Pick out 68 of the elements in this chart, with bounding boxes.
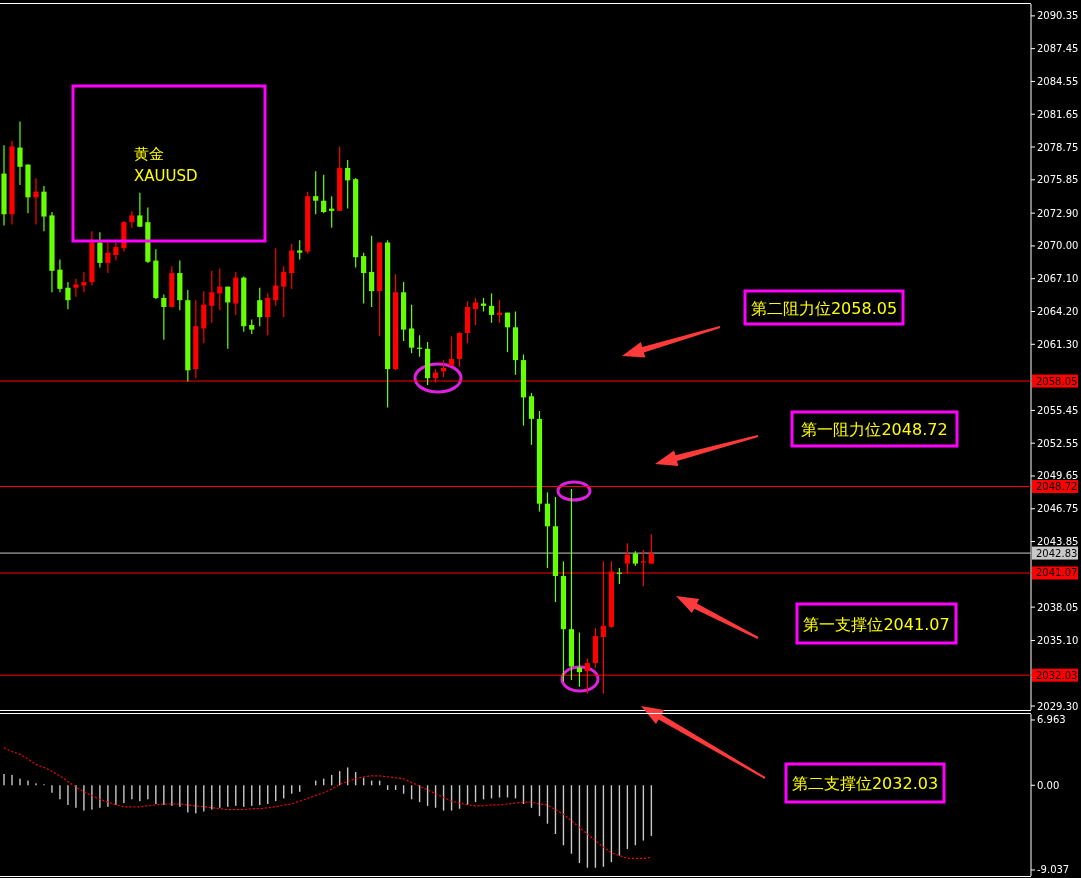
- candlestick: [273, 247, 279, 307]
- candlestick: [321, 174, 327, 214]
- ref-line-label: 2042.83: [1036, 547, 1078, 559]
- candlestick: [17, 120, 23, 186]
- y-tick-label: 2064.20: [1037, 306, 1079, 317]
- y-tick-label: 2075.85: [1037, 174, 1079, 186]
- candlestick: [161, 293, 167, 341]
- candlestick: [33, 177, 39, 226]
- y-tick-label: 2061.30: [1037, 338, 1079, 350]
- y-tick-label: 2081.65: [1037, 108, 1079, 120]
- candlestick: [137, 192, 143, 228]
- y-tick-label: 2035.10: [1037, 634, 1079, 646]
- candlestick: [105, 241, 111, 274]
- candlestick: [129, 210, 135, 229]
- y-tick-label: 2046.75: [1037, 503, 1079, 515]
- y-tick-label: 2084.55: [1037, 75, 1079, 87]
- candlestick: [209, 270, 215, 324]
- candlestick: [281, 265, 287, 318]
- y-tick-label: 2070.00: [1037, 240, 1079, 252]
- y-tick-label: 2043.85: [1037, 536, 1079, 548]
- candlestick: [57, 258, 63, 293]
- candlestick: [73, 278, 79, 298]
- candlestick: [488, 292, 495, 324]
- candlestick: [409, 304, 415, 354]
- annotation: 第一阻力位2048.72: [801, 420, 948, 439]
- candlestick: [81, 271, 87, 293]
- candlestick: [361, 252, 367, 305]
- candlestick: [313, 170, 319, 215]
- candlestick: [544, 491, 551, 569]
- candlestick: [528, 392, 535, 446]
- candlestick: [345, 159, 351, 210]
- annotation: 黄金: [134, 145, 164, 163]
- y-tick-label: -9.037: [1037, 864, 1070, 876]
- annotation: XAUUSD: [134, 167, 198, 185]
- ref-line-label: 2048.72: [1036, 481, 1078, 492]
- ref-line-label: 2058.05: [1036, 375, 1078, 387]
- y-tick-label: 2052.55: [1037, 437, 1079, 449]
- y-tick-label: 0.00: [1037, 779, 1060, 791]
- candlestick: [648, 533, 654, 565]
- y-tick-label: 6.963: [1037, 714, 1066, 726]
- y-tick-label: 2029.30: [1037, 700, 1079, 712]
- candlestick: [472, 297, 479, 326]
- y-tick-label: 2078.75: [1037, 141, 1079, 153]
- ref-line-label: 2041.07: [1036, 567, 1078, 579]
- annotation: 第一支撑位2041.07: [803, 614, 950, 634]
- candlestick: [297, 239, 303, 261]
- y-tick-label: 2087.45: [1037, 43, 1079, 55]
- candlestick: [257, 287, 263, 327]
- candlestick: [289, 243, 295, 290]
- candlestick: [504, 312, 511, 353]
- candlestick: [97, 231, 103, 269]
- candlestick: [65, 281, 71, 310]
- y-tick-label: 2090.35: [1037, 10, 1079, 22]
- y-tick-label: 2038.05: [1037, 601, 1079, 613]
- candlestick: [369, 235, 375, 308]
- y-tick-label: 2055.45: [1037, 404, 1079, 416]
- y-tick-label: 2067.10: [1037, 273, 1079, 285]
- candlestick: [201, 290, 207, 344]
- annotation: 第二阻力位2058.05: [750, 298, 898, 318]
- line-series: [3, 747, 652, 859]
- annotation: 第二支撑位2032.03: [791, 774, 939, 793]
- ref-line-label: 2032.03: [1036, 669, 1078, 681]
- candlestick: [448, 335, 455, 367]
- candlestick: [113, 241, 119, 262]
- candlestick: [265, 292, 271, 336]
- y-tick-label: 2049.65: [1037, 470, 1079, 482]
- candlestick: [225, 286, 231, 350]
- y-tick-label: 2072.90: [1037, 207, 1079, 219]
